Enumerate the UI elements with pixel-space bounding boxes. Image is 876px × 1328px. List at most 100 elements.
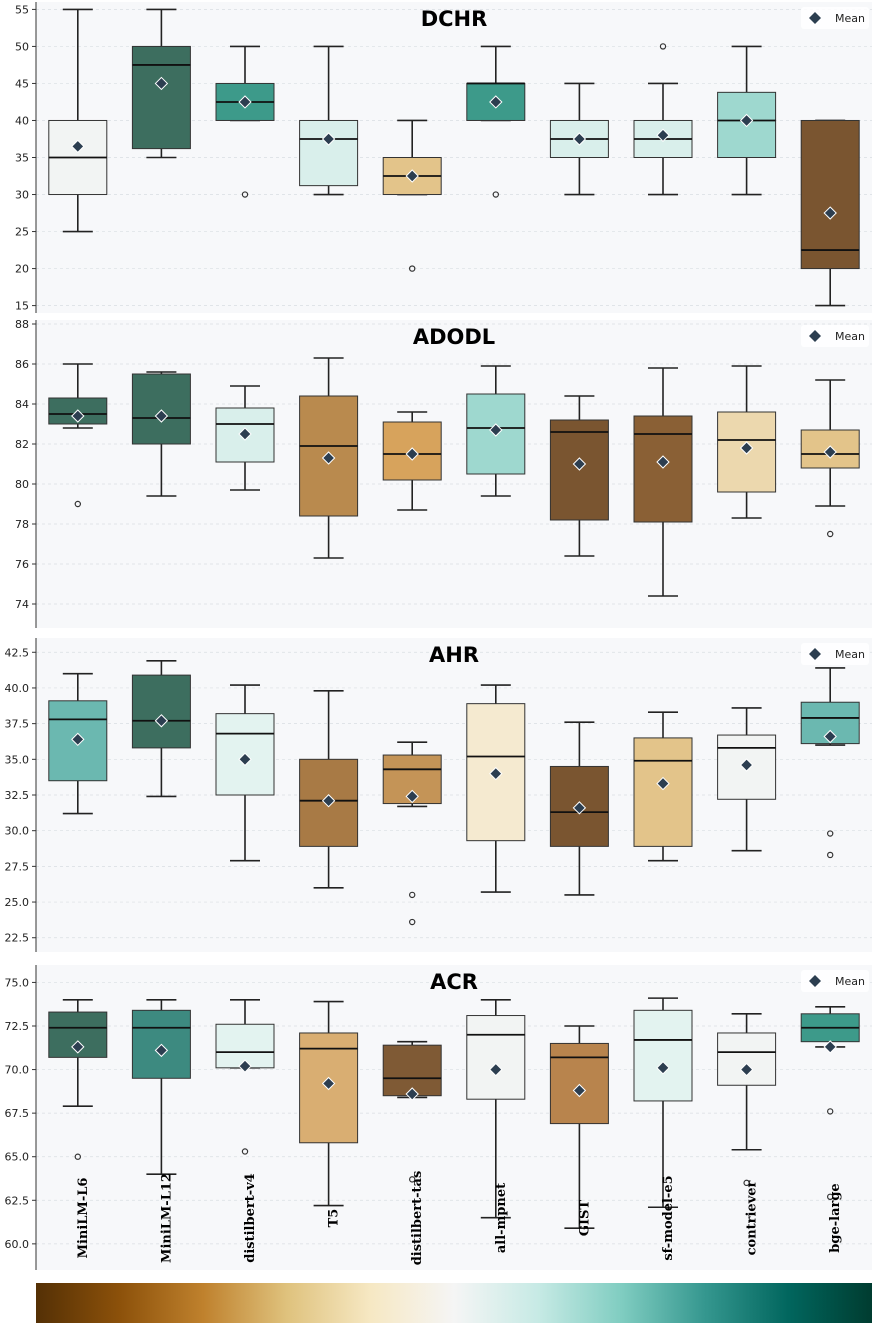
box-bge-large [800, 379, 860, 538]
y-tick-label: 37.5 [5, 718, 30, 731]
box-t5 [299, 45, 359, 196]
mean-marker [71, 1040, 85, 1054]
mean-marker [656, 455, 670, 469]
box-all-mpnet [466, 45, 526, 198]
box-gist [549, 395, 609, 557]
y-tick-label: 22.5 [5, 932, 30, 945]
mean-marker [823, 445, 837, 459]
iqr-box [382, 754, 442, 805]
y-tick-label: 25.0 [5, 896, 30, 909]
mean-marker [656, 128, 670, 142]
mean-marker [321, 451, 336, 465]
box-gist [549, 721, 609, 896]
legend: Mean [801, 970, 869, 992]
legend-label: Mean [835, 12, 865, 25]
iqr-box [633, 737, 693, 847]
iqr-box [466, 1015, 526, 1100]
iqr-box [131, 674, 191, 749]
y-tick-label: 78 [15, 518, 29, 531]
mean-marker [154, 409, 169, 423]
box-bge-large [800, 119, 860, 307]
box-minilm-l12 [131, 371, 191, 497]
mean-marker [405, 1087, 419, 1101]
box-all-mpnet [466, 684, 526, 893]
box-minilm-l6 [48, 8, 108, 233]
y-tick-label: 86 [15, 358, 29, 371]
outlier-point [74, 1153, 82, 1160]
iqr-box [131, 45, 191, 150]
y-tick-label: 82 [15, 438, 29, 451]
outlier-point [241, 1148, 249, 1155]
box-minilm-l12 [131, 8, 191, 159]
outlier-point [827, 530, 834, 538]
mean-marker [656, 1061, 670, 1075]
y-tick-label: 40 [15, 114, 29, 127]
y-tick-label: 30 [15, 189, 29, 202]
y-tick-label: 40.0 [5, 682, 30, 695]
category-label: contriever [745, 1180, 760, 1255]
mean-marker [238, 1059, 252, 1073]
y-tick-label: 88 [15, 318, 29, 331]
mean-marker [71, 139, 85, 154]
mean-marker [154, 1043, 169, 1058]
mean-marker [238, 752, 252, 767]
y-tick-label: 55 [15, 3, 29, 16]
panel-acr: 60.0 62.5 65.0 67.5 70.0 72.5 75.0 ACR Mean [5, 965, 872, 1270]
legend: Mean [801, 7, 869, 29]
colorbar [36, 1283, 872, 1323]
outlier-point [827, 830, 834, 837]
box-distilbert-tas [382, 119, 442, 272]
mean-marker [823, 729, 837, 744]
y-tick-label: 76 [15, 558, 29, 571]
box-distilbert-v4 [215, 45, 275, 198]
y-tick-label: 72.5 [5, 1020, 30, 1033]
outlier-point [74, 500, 82, 508]
mean-marker [238, 95, 252, 109]
panel-adodl: 74 76 78 80 82 84 86 88 ADODL Mean [15, 318, 872, 628]
box-all-mpnet [466, 365, 526, 497]
box-minilm-l12 [131, 660, 191, 798]
y-tick-label: 30.0 [5, 825, 30, 838]
y-tick-label: 45 [15, 77, 29, 90]
iqr-box [299, 119, 359, 187]
mean-marker [154, 714, 169, 728]
legend-mean-marker [809, 975, 821, 987]
iqr-box [717, 1032, 777, 1086]
mean-marker [572, 132, 587, 146]
box-distilbert-v4 [215, 684, 275, 862]
legend-box [801, 7, 869, 29]
panel-title: ADODL [413, 325, 495, 349]
y-tick-label: 80 [15, 478, 29, 491]
box-t5 [299, 1000, 359, 1207]
box-sf-model-e5 [633, 43, 693, 196]
legend-box [801, 325, 869, 347]
y-tick-label: 70.0 [5, 1064, 30, 1077]
mean-marker [489, 1062, 503, 1077]
box-sf-model-e5 [633, 367, 693, 597]
category-label: MiniLM-L12 [159, 1173, 174, 1263]
iqr-box [633, 415, 693, 523]
box-t5 [299, 357, 359, 559]
y-tick-label: 27.5 [5, 860, 30, 873]
legend-label: Mean [835, 975, 865, 988]
mean-marker [823, 1040, 837, 1054]
box-minilm-l6 [48, 363, 108, 508]
legend-label: Mean [835, 330, 865, 343]
category-label: sf-model-e5 [661, 1175, 676, 1260]
panel-title: ACR [430, 970, 478, 994]
mean-marker [71, 732, 85, 747]
outlier-point [827, 1108, 834, 1115]
mean-marker [154, 76, 169, 91]
y-tick-label: 62.5 [5, 1194, 30, 1207]
mean-marker [823, 206, 837, 220]
mean-marker [739, 758, 754, 772]
y-tick-label: 67.5 [5, 1107, 30, 1120]
box-gist [549, 82, 609, 196]
box-contriever [717, 707, 777, 852]
mean-marker [489, 766, 503, 781]
legend-mean-marker [809, 648, 821, 660]
mean-marker [405, 789, 419, 804]
outlier-point [743, 1179, 750, 1187]
mean-marker [739, 1062, 754, 1077]
